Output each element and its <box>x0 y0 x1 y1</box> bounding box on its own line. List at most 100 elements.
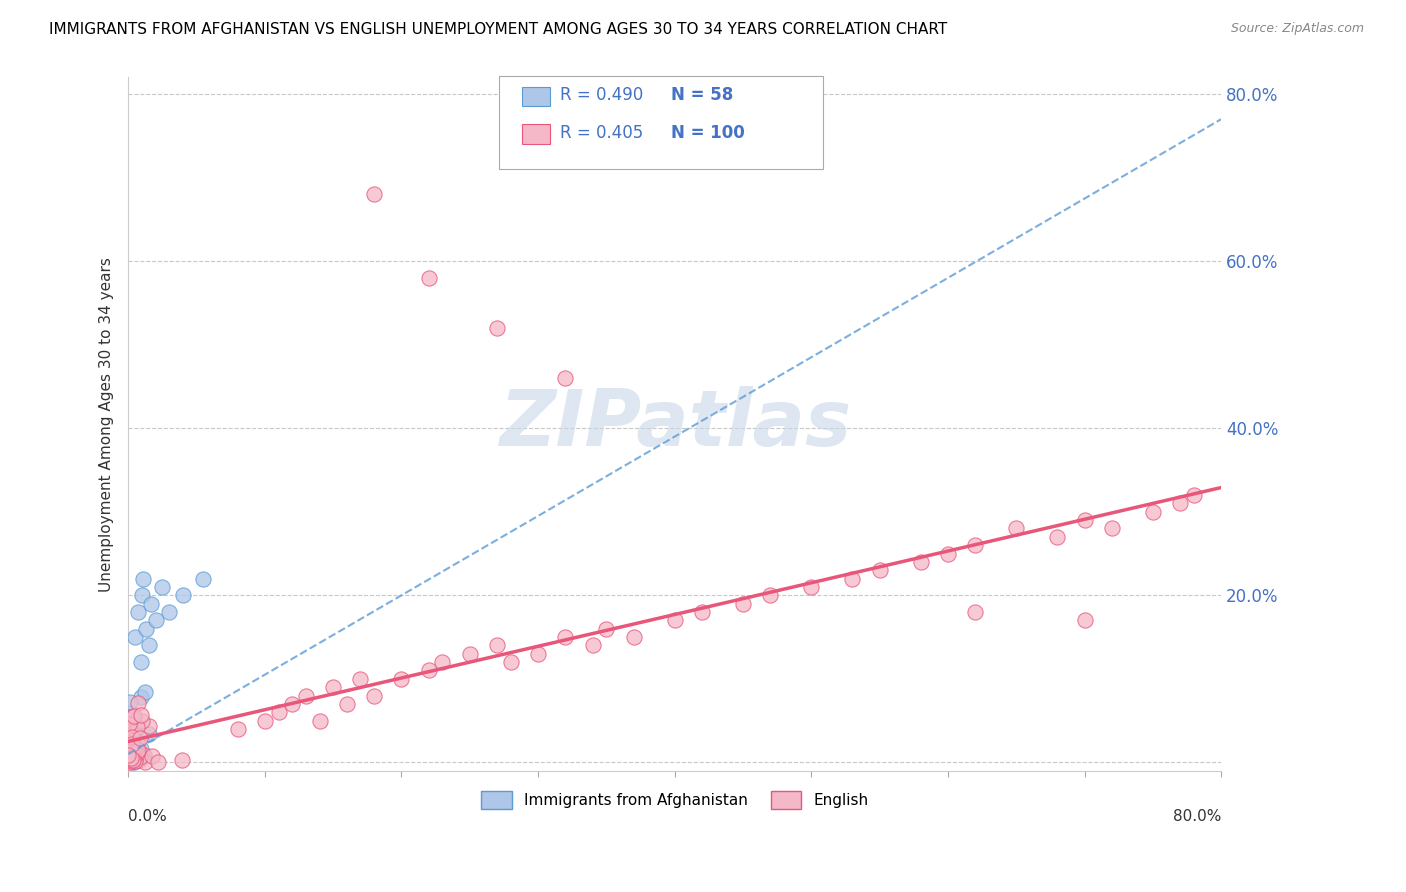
Point <box>134 755 156 769</box>
Point <box>121 731 143 746</box>
Point <box>117 742 139 756</box>
Point <box>118 717 141 731</box>
Point <box>527 647 550 661</box>
Point <box>910 555 932 569</box>
Point <box>1168 496 1191 510</box>
Point <box>499 655 522 669</box>
Point <box>118 734 141 748</box>
Point <box>145 613 167 627</box>
Point <box>127 696 149 710</box>
Text: Source: ZipAtlas.com: Source: ZipAtlas.com <box>1230 22 1364 36</box>
Point <box>554 630 576 644</box>
Point <box>118 753 141 767</box>
Y-axis label: Unemployment Among Ages 30 to 34 years: Unemployment Among Ages 30 to 34 years <box>100 257 114 591</box>
Point <box>121 752 143 766</box>
Point <box>193 572 215 586</box>
Point <box>122 709 145 723</box>
Point <box>129 655 152 669</box>
Point <box>120 756 142 770</box>
Point <box>120 706 142 720</box>
Point <box>121 715 143 730</box>
Point <box>690 605 713 619</box>
Point <box>121 747 143 762</box>
Point <box>129 708 152 723</box>
Point <box>121 752 143 766</box>
Point <box>418 664 440 678</box>
Point <box>132 572 155 586</box>
Point <box>127 751 149 765</box>
Text: IMMIGRANTS FROM AFGHANISTAN VS ENGLISH UNEMPLOYMENT AMONG AGES 30 TO 34 YEARS CO: IMMIGRANTS FROM AFGHANISTAN VS ENGLISH U… <box>49 22 948 37</box>
Point <box>322 680 344 694</box>
Point <box>121 744 143 758</box>
Point <box>134 685 156 699</box>
Point <box>391 672 413 686</box>
Point <box>125 741 148 756</box>
Point <box>122 742 145 756</box>
Point <box>127 743 149 757</box>
Point <box>281 697 304 711</box>
Point <box>121 744 143 758</box>
Text: N = 100: N = 100 <box>671 124 744 142</box>
Point <box>582 639 605 653</box>
Point <box>120 742 142 756</box>
Text: R = 0.490: R = 0.490 <box>560 87 643 104</box>
Point <box>122 732 145 747</box>
Point <box>122 724 145 739</box>
Point <box>253 714 276 728</box>
Point <box>138 639 160 653</box>
Point <box>120 721 142 735</box>
Point <box>120 743 142 757</box>
Point <box>121 747 143 761</box>
Point <box>124 754 146 768</box>
Point <box>120 739 142 754</box>
Point <box>121 749 143 764</box>
Point <box>759 588 782 602</box>
Point <box>135 622 157 636</box>
Point <box>124 736 146 750</box>
Point <box>118 733 141 747</box>
Point <box>121 737 143 751</box>
Point <box>118 713 141 727</box>
Point <box>125 744 148 758</box>
Point <box>118 755 141 769</box>
Point <box>965 538 987 552</box>
Point <box>486 639 509 653</box>
Point <box>170 753 193 767</box>
Point <box>841 572 863 586</box>
Point <box>117 737 139 751</box>
Point <box>125 720 148 734</box>
Point <box>118 739 141 754</box>
Point <box>349 672 371 686</box>
Text: 0.0%: 0.0% <box>128 809 167 824</box>
Point <box>138 727 160 741</box>
Point <box>122 749 145 764</box>
Point <box>121 731 143 745</box>
Point <box>138 719 160 733</box>
Point <box>141 597 163 611</box>
Point <box>120 731 142 745</box>
Point <box>121 745 143 759</box>
Point <box>118 751 141 765</box>
Point <box>336 697 359 711</box>
Point <box>664 613 686 627</box>
Point <box>121 751 143 765</box>
Text: R = 0.405: R = 0.405 <box>560 124 643 142</box>
Point <box>120 751 142 765</box>
Point <box>295 689 318 703</box>
Point <box>120 747 142 761</box>
Point <box>117 739 139 753</box>
Point <box>121 727 143 741</box>
Point <box>120 747 142 762</box>
Point <box>118 695 141 709</box>
Point <box>120 730 142 744</box>
Point <box>129 749 152 764</box>
Point <box>965 605 987 619</box>
Point <box>118 740 141 755</box>
Point <box>118 717 141 731</box>
Point <box>117 739 139 754</box>
Point <box>124 756 146 770</box>
Point <box>117 753 139 767</box>
Point <box>120 710 142 724</box>
Point <box>122 753 145 767</box>
Point <box>125 744 148 758</box>
